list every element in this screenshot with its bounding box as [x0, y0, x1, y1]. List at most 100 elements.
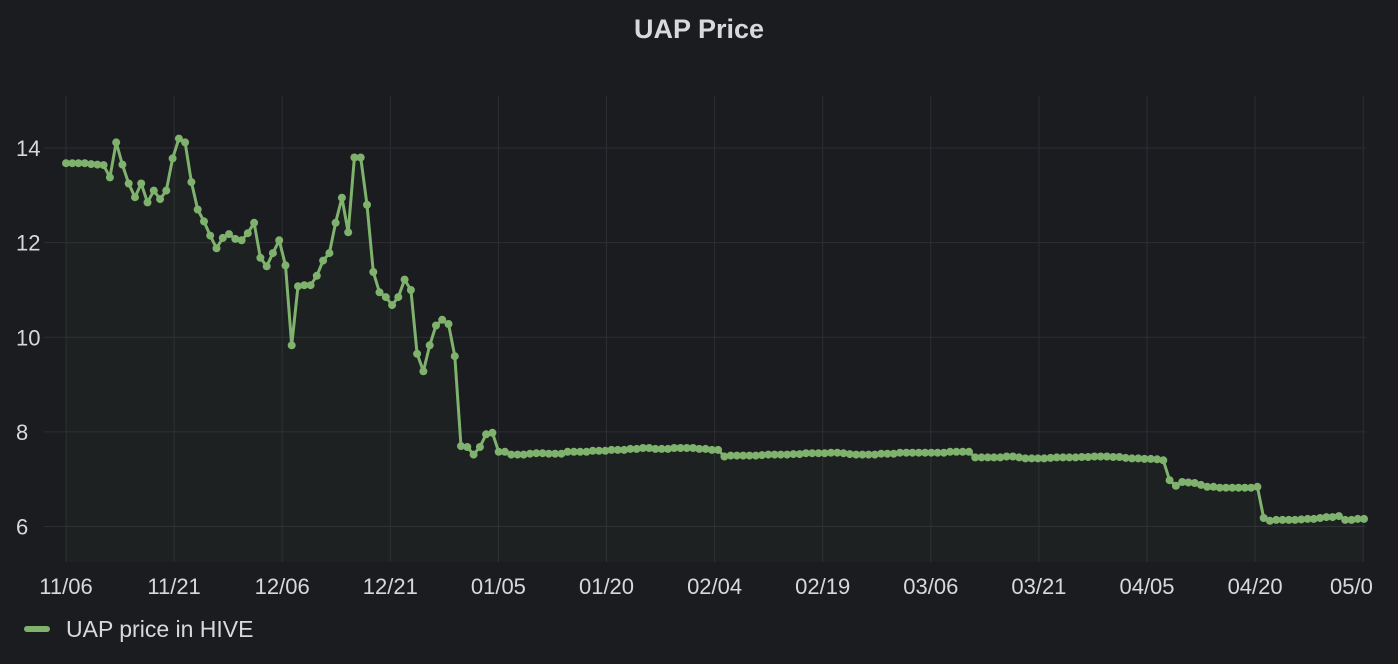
data-point[interactable]: [739, 451, 748, 460]
data-point[interactable]: [463, 443, 472, 451]
data-point[interactable]: [80, 159, 89, 168]
data-point[interactable]: [933, 448, 942, 457]
data-point[interactable]: [469, 450, 478, 459]
data-point[interactable]: [776, 450, 785, 459]
data-point[interactable]: [1334, 512, 1343, 521]
data-point[interactable]: [889, 449, 898, 458]
data-point[interactable]: [1096, 452, 1105, 461]
data-point[interactable]: [1090, 452, 1099, 461]
data-point[interactable]: [538, 449, 547, 458]
data-point[interactable]: [256, 253, 265, 262]
data-point[interactable]: [601, 446, 610, 455]
data-point[interactable]: [181, 138, 190, 147]
data-point[interactable]: [732, 451, 741, 460]
data-point[interactable]: [1027, 454, 1036, 463]
data-point[interactable]: [87, 160, 96, 169]
data-point[interactable]: [300, 281, 309, 290]
data-point[interactable]: [174, 134, 183, 143]
data-point[interactable]: [243, 229, 252, 238]
data-point[interactable]: [908, 448, 917, 457]
data-point[interactable]: [1291, 515, 1299, 524]
data-point[interactable]: [827, 448, 835, 457]
data-point[interactable]: [187, 178, 196, 187]
data-point[interactable]: [137, 179, 146, 188]
data-point[interactable]: [237, 236, 246, 245]
data-point[interactable]: [689, 444, 698, 452]
data-point[interactable]: [914, 448, 923, 457]
data-point[interactable]: [701, 444, 710, 453]
data-point[interactable]: [1002, 452, 1011, 461]
data-point[interactable]: [1071, 453, 1080, 462]
data-point[interactable]: [1128, 454, 1136, 463]
data-point[interactable]: [588, 446, 597, 455]
data-point[interactable]: [1134, 454, 1143, 463]
data-point[interactable]: [337, 193, 346, 202]
data-point[interactable]: [1153, 455, 1162, 464]
data-point[interactable]: [820, 449, 829, 458]
data-point[interactable]: [74, 159, 83, 168]
data-point[interactable]: [657, 444, 666, 453]
data-point[interactable]: [595, 446, 603, 455]
data-point[interactable]: [532, 449, 541, 458]
data-point[interactable]: [783, 450, 792, 459]
data-point[interactable]: [406, 286, 415, 294]
data-point[interactable]: [1115, 453, 1124, 461]
data-point[interactable]: [99, 161, 108, 170]
data-point[interactable]: [325, 249, 334, 258]
data-point[interactable]: [544, 449, 553, 458]
data-point[interactable]: [952, 447, 961, 456]
data-point[interactable]: [294, 282, 302, 291]
data-point[interactable]: [1059, 453, 1067, 462]
legend[interactable]: UAP price in HIVE: [24, 614, 253, 644]
data-point[interactable]: [1077, 453, 1086, 461]
data-point[interactable]: [475, 443, 484, 451]
data-point[interactable]: [1102, 452, 1111, 461]
data-point[interactable]: [1190, 479, 1199, 487]
data-point[interactable]: [344, 228, 353, 237]
data-point[interactable]: [770, 450, 779, 459]
data-point[interactable]: [312, 271, 321, 280]
data-point[interactable]: [268, 249, 277, 258]
data-point[interactable]: [250, 218, 259, 227]
data-point[interactable]: [400, 275, 409, 284]
data-point[interactable]: [381, 293, 390, 302]
data-point[interactable]: [808, 449, 817, 458]
data-point[interactable]: [306, 281, 315, 290]
data-point[interactable]: [1259, 514, 1268, 522]
data-point[interactable]: [996, 453, 1005, 462]
data-point[interactable]: [877, 449, 886, 458]
data-point[interactable]: [419, 367, 428, 376]
data-point[interactable]: [845, 450, 854, 459]
data-point[interactable]: [93, 160, 102, 169]
data-point[interactable]: [1284, 515, 1293, 524]
data-point[interactable]: [971, 453, 980, 462]
data-point[interactable]: [720, 452, 729, 461]
data-point[interactable]: [1247, 483, 1256, 492]
data-point[interactable]: [149, 186, 158, 195]
data-point[interactable]: [143, 198, 152, 207]
data-point[interactable]: [651, 444, 660, 453]
data-point[interactable]: [1265, 516, 1274, 525]
data-point[interactable]: [513, 450, 522, 459]
data-point[interactable]: [206, 231, 215, 240]
data-point[interactable]: [1171, 481, 1180, 490]
data-point[interactable]: [902, 448, 911, 457]
data-point[interactable]: [413, 349, 422, 358]
data-point[interactable]: [450, 352, 459, 361]
data-point[interactable]: [1121, 453, 1130, 462]
data-point[interactable]: [814, 449, 823, 458]
data-point[interactable]: [1222, 483, 1230, 492]
data-point[interactable]: [457, 442, 465, 451]
data-point[interactable]: [852, 450, 861, 459]
data-point[interactable]: [507, 450, 516, 459]
data-point[interactable]: [438, 315, 447, 324]
data-point[interactable]: [751, 451, 760, 460]
data-point[interactable]: [281, 261, 290, 270]
data-point[interactable]: [645, 444, 654, 452]
data-point[interactable]: [921, 448, 930, 457]
data-point[interactable]: [168, 154, 177, 163]
data-point[interactable]: [1278, 515, 1287, 524]
data-point[interactable]: [569, 447, 578, 456]
data-point[interactable]: [193, 205, 202, 214]
data-point[interactable]: [626, 444, 635, 453]
